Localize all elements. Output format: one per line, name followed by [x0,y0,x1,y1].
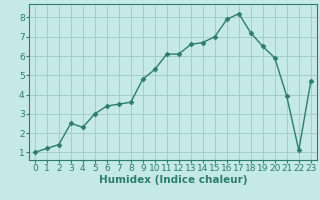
X-axis label: Humidex (Indice chaleur): Humidex (Indice chaleur) [99,175,247,185]
